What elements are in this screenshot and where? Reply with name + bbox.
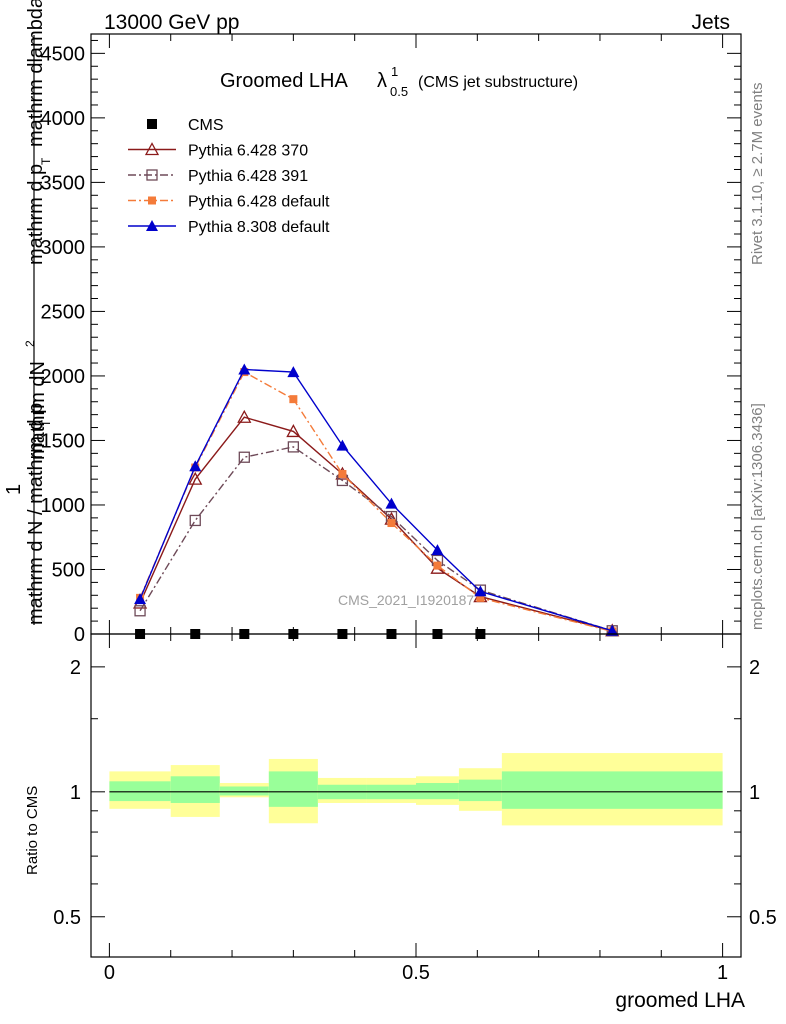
chart-subtitle: (CMS jet substructure) (418, 74, 578, 91)
ratio-inner-band (416, 783, 459, 800)
legend-label: Pythia 6.428 391 (188, 168, 308, 185)
series-line (139, 446, 613, 632)
ratio-panel: 0 0.5 1 0.5 0.5 1 1 2 2 (53, 634, 777, 984)
ratio-bands (109, 753, 723, 826)
y-tick-label: 500 (52, 559, 85, 581)
data-point (189, 460, 202, 472)
y-tick-label: 1000 (41, 495, 86, 517)
legend-item: Pythia 8.308 default (128, 219, 330, 236)
legend-label: Pythia 6.428 370 (188, 143, 308, 160)
data-point (238, 363, 251, 375)
header-right: Jets (691, 11, 730, 34)
ylabel-frac-den: mathrm d N / mathrm d p (25, 403, 47, 625)
y-tick-label: 3500 (41, 172, 86, 194)
x-tick-label: 0 (104, 962, 115, 984)
data-point (237, 409, 252, 423)
data-point (476, 593, 485, 602)
y-tick-label: 4000 (41, 108, 86, 130)
data-point (387, 519, 396, 528)
legend: CMS Pythia 6.428 370 Pythia 6.428 391 Pythi… (128, 117, 330, 236)
chart-title: Groomed LHA λ 1 0.5 (CMS jet substructur… (220, 64, 578, 99)
legend-item: Pythia 6.428 391 (128, 168, 308, 185)
ratio-inner-band (219, 786, 269, 796)
ratio-y-tick-label-right: 2 (749, 657, 760, 679)
ratio-ylabel: Ratio to CMS (24, 786, 41, 875)
legend-marker (148, 196, 156, 205)
x-axis-label: groomed LHA (615, 989, 745, 1012)
ylabel-numerator-sup: 2 (23, 340, 37, 347)
legend-label: Pythia 6.428 default (188, 194, 330, 211)
data-point (431, 544, 444, 556)
legend-item: Pythia 6.428 default (128, 194, 330, 211)
ratio-y-tick-label: 0.5 (53, 907, 81, 929)
data-point (289, 395, 298, 404)
title-superscript: 1 (391, 64, 398, 79)
ylabel-frac-num: 1 (3, 484, 25, 495)
title-symbol: λ (377, 70, 387, 92)
title-text: Groomed LHA (220, 70, 348, 92)
main-ylabel: mathrm dN 2 mathrm d p T mathrm dlambda … (3, 0, 53, 625)
data-point (189, 514, 201, 527)
x-tick-label: 1 (717, 962, 728, 984)
series-line (139, 371, 613, 633)
data-point (606, 624, 619, 636)
ratio-inner-band (109, 781, 171, 802)
mcplots-label: mcplots.cern.ch [arXiv:1306.3436] (749, 403, 766, 630)
y-tick-label: 2500 (41, 301, 86, 323)
ratio-y-tick-label: 2 (70, 657, 81, 679)
ylabel-den-dp: mathrm d p (25, 164, 47, 265)
watermark: CMS_2021_I1920187 (338, 592, 474, 608)
data-point (474, 585, 487, 597)
y-tick-label: 4500 (41, 43, 86, 65)
legend-item: CMS (147, 117, 224, 134)
data-point (287, 366, 300, 378)
data-point (336, 439, 349, 451)
series-4 (134, 363, 619, 636)
legend-marker (146, 169, 158, 181)
legend-label: Pythia 8.308 default (188, 219, 330, 236)
data-point (433, 561, 442, 570)
header-left: 13000 GeV pp (104, 11, 239, 34)
data-point (287, 441, 300, 453)
legend-marker (146, 220, 158, 231)
ratio-y-tick-label: 1 (70, 782, 81, 804)
ratio-inner-band (458, 779, 502, 802)
ratio-y-tick-label-right: 1 (749, 782, 760, 804)
data-point (238, 451, 250, 463)
main-panel: 0 500 1000 1500 2000 2500 3000 3500 4000 4500 (41, 34, 741, 646)
ratio-inner-band (170, 776, 220, 803)
y-tick-label: 1500 (41, 430, 86, 452)
data-point (188, 471, 203, 485)
y-tick-label: 3000 (41, 237, 86, 259)
ratio-y-tick-label-right: 0.5 (749, 907, 777, 929)
data-point (385, 497, 398, 509)
y-tick-label: 2000 (41, 366, 86, 388)
ratio-inner-band (268, 771, 318, 807)
data-point (134, 593, 147, 605)
data-point (338, 470, 347, 478)
legend-marker (144, 142, 160, 156)
ratio-inner-band (501, 771, 723, 809)
legend-label: CMS (188, 117, 224, 134)
ylabel-den-dlambda: mathrm dlambda (25, 0, 47, 147)
data-point (134, 605, 146, 617)
ratio-frame (90, 633, 742, 958)
ylabel-frac-den-sub: T (39, 419, 53, 427)
legend-marker (147, 119, 157, 129)
title-subscript: 0.5 (390, 84, 408, 99)
ylabel-den-sub: T (39, 157, 53, 165)
rivet-label: Rivet 3.1.10, ≥ 2.7M events (749, 83, 766, 266)
data-point (286, 424, 301, 438)
ylabel-numerator: mathrm dN (27, 361, 49, 460)
legend-item: Pythia 6.428 370 (128, 142, 308, 160)
x-tick-label: 0.5 (402, 962, 430, 984)
y-tick-label: 0 (74, 624, 85, 646)
